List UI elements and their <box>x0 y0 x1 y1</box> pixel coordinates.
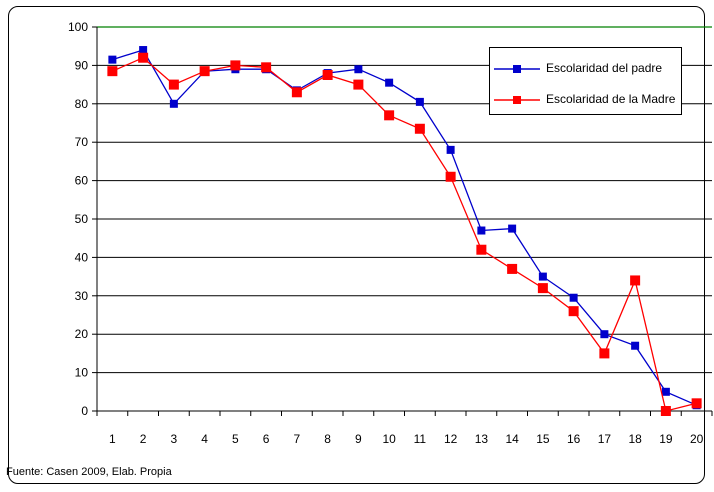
legend-swatch-madre <box>494 96 540 104</box>
data-point <box>385 78 394 87</box>
data-point <box>600 330 609 339</box>
data-point <box>199 66 210 77</box>
series <box>107 46 702 416</box>
y-tick-label: 40 <box>75 250 89 264</box>
gridlines <box>97 26 712 374</box>
x-tick-label: 14 <box>505 432 519 446</box>
legend-label-madre: Escolaridad de la Madre <box>546 92 676 106</box>
x-tick-label: 7 <box>294 432 301 446</box>
x-tick-label: 10 <box>382 432 396 446</box>
x-tick-label: 13 <box>475 432 489 446</box>
x-tick-labels: 1 2 3 4 5 6 7 8 9 10 11 12 13 14 15 16 17 18 19 20 <box>109 432 704 446</box>
data-point <box>230 60 241 71</box>
x-tick-label: 15 <box>536 432 550 446</box>
series-line <box>112 56 697 412</box>
x-tick-label: 20 <box>690 432 704 446</box>
data-point <box>108 55 117 64</box>
x-tick-label: 1 <box>109 432 116 446</box>
source-note: Fuente: Casen 2009, Elab. Propia <box>6 466 172 478</box>
data-point <box>661 387 670 396</box>
data-point <box>599 348 610 359</box>
data-point <box>445 171 456 182</box>
data-point <box>660 406 671 416</box>
data-point <box>569 293 578 302</box>
data-point <box>446 145 455 154</box>
data-point <box>168 79 179 90</box>
data-point <box>354 65 363 74</box>
data-point <box>291 87 302 98</box>
x-tick-label: 16 <box>567 432 581 446</box>
y-tick-label: 90 <box>75 58 89 72</box>
x-tick-label: 6 <box>263 432 270 446</box>
legend-label-padre: Escolaridad del padre <box>546 61 663 75</box>
y-tick-label: 60 <box>75 174 89 188</box>
y-tick-label: 100 <box>68 20 88 34</box>
data-point <box>507 263 518 274</box>
axes <box>92 26 713 416</box>
x-tick-label: 17 <box>598 432 612 446</box>
legend-item-madre: Escolaridad de la Madre <box>490 90 680 110</box>
x-tick-label: 9 <box>355 432 362 446</box>
y-tick-label: 10 <box>75 366 89 380</box>
data-point <box>414 123 425 134</box>
data-point <box>568 306 579 317</box>
x-tick-label: 11 <box>414 432 427 446</box>
data-point <box>384 110 395 121</box>
data-point <box>691 398 702 409</box>
chart-legend: Escolaridad del padre Escolaridad de la … <box>489 47 682 115</box>
y-tick-label: 80 <box>75 97 89 111</box>
data-point <box>139 46 148 55</box>
data-point <box>261 62 272 73</box>
y-tick-label: 30 <box>75 289 89 303</box>
x-tick-label: 3 <box>171 432 178 446</box>
data-point <box>538 272 547 281</box>
data-point <box>169 99 178 108</box>
x-tick-label: 5 <box>232 432 239 446</box>
y-tick-label: 0 <box>81 404 88 418</box>
data-point <box>508 224 517 233</box>
series-madre <box>107 52 702 416</box>
legend-swatch-padre <box>494 65 540 73</box>
x-tick-label: 2 <box>140 432 147 446</box>
x-tick-label: 18 <box>628 432 642 446</box>
data-point <box>138 52 149 63</box>
data-point <box>322 70 333 80</box>
data-point <box>415 97 424 106</box>
data-point <box>537 283 548 294</box>
y-tick-label: 50 <box>75 212 89 226</box>
x-tick-label: 4 <box>201 432 208 446</box>
y-tick-labels: 0 10 20 30 40 50 60 70 80 90 100 <box>68 20 88 418</box>
data-point <box>353 79 364 90</box>
y-tick-label: 70 <box>75 135 89 149</box>
legend-item-padre: Escolaridad del padre <box>490 59 680 79</box>
x-tick-label: 19 <box>659 432 673 446</box>
data-point <box>107 66 118 77</box>
data-point <box>477 226 486 235</box>
data-point <box>630 275 641 286</box>
y-tick-label: 20 <box>75 327 89 341</box>
x-tick-label: 12 <box>444 432 458 446</box>
data-point <box>476 244 487 255</box>
data-point <box>631 341 640 350</box>
x-tick-label: 8 <box>324 432 331 446</box>
